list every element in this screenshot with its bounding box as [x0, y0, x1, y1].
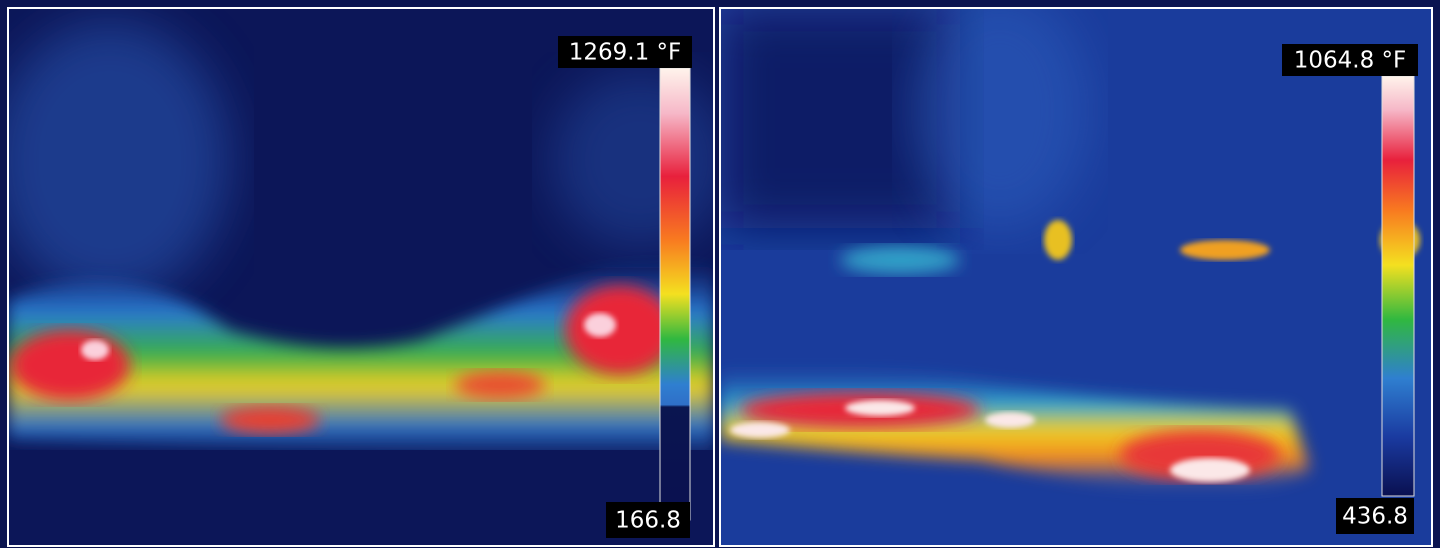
max-temperature: 1269.1 °F: [569, 40, 682, 66]
color-scale: [660, 68, 690, 520]
min-temperature: 166.8: [615, 508, 681, 534]
thermal-images: 1269.1 °F 166.8 1064.8 °F 436.8: [0, 0, 1440, 548]
page: {"panels": [ {"max_label": "1269.1 °F", …: [0, 0, 1440, 548]
left-thermal-image: [0, 8, 730, 546]
right-thermal-image: [720, 0, 1432, 546]
max-temperature: 1064.8 °F: [1294, 48, 1407, 74]
color-scale: [1382, 76, 1414, 496]
min-temperature: 436.8: [1342, 504, 1408, 530]
